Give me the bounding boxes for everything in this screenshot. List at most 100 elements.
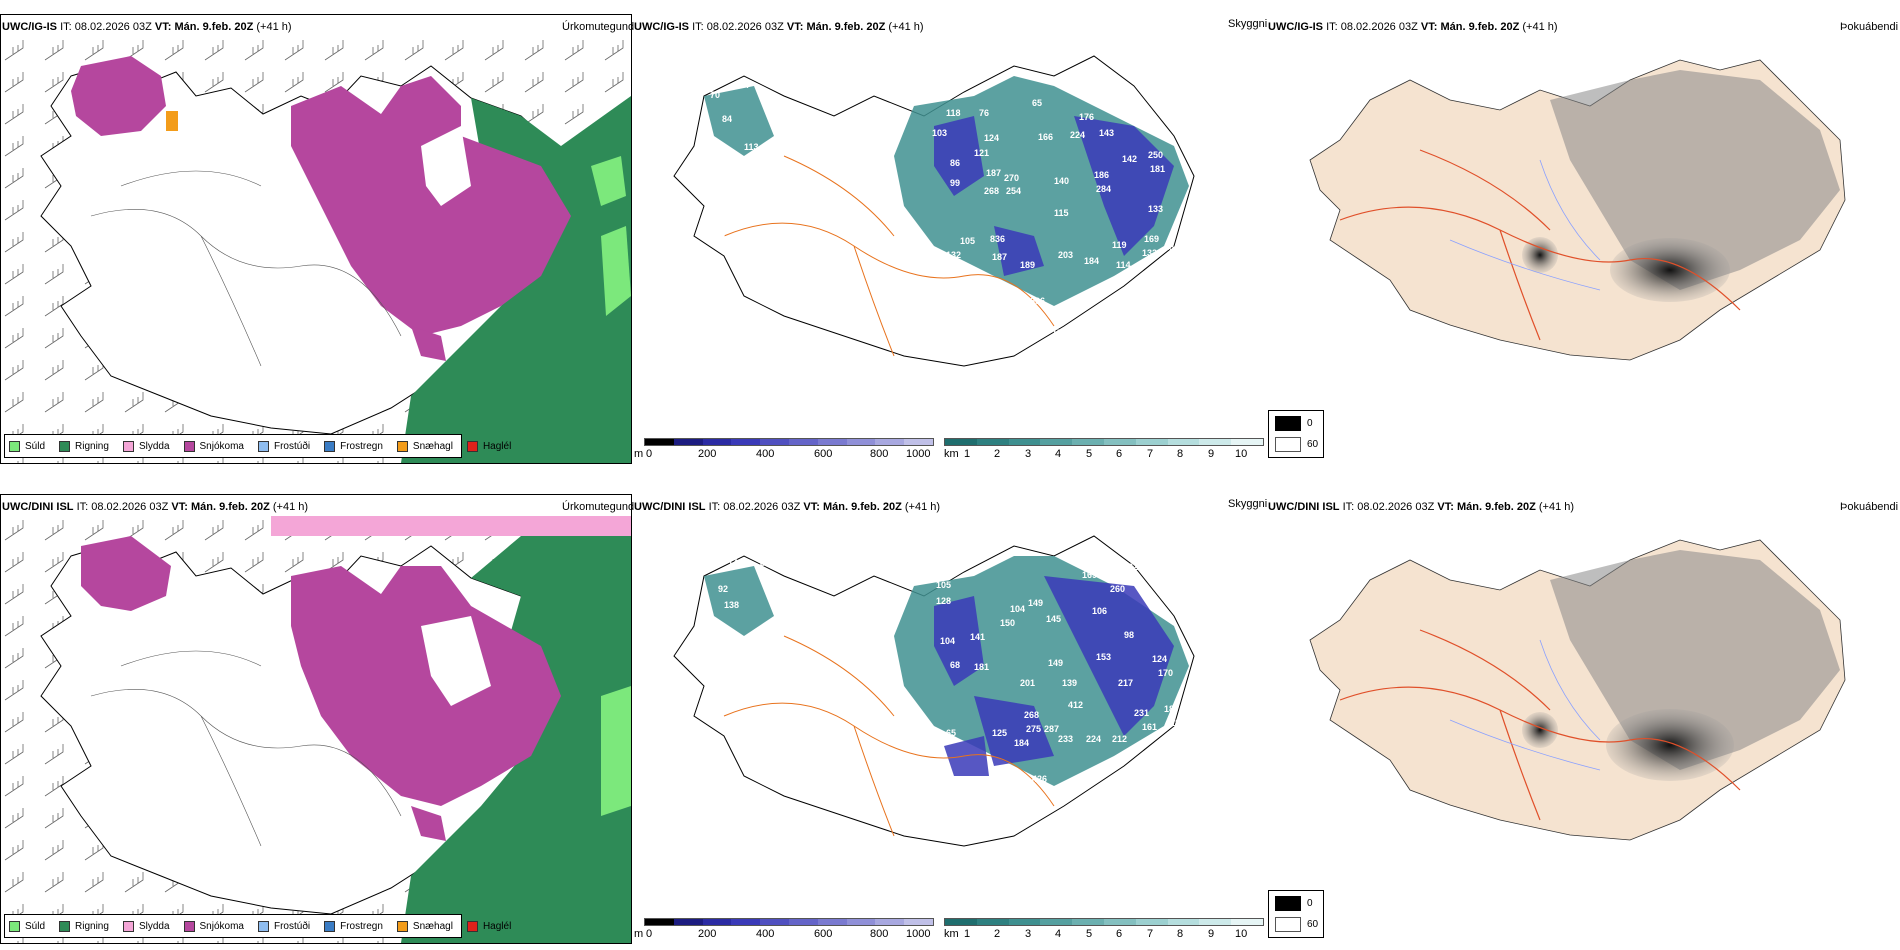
svg-text:80: 80: [769, 80, 779, 90]
svg-text:150: 150: [1000, 618, 1015, 628]
svg-text:412: 412: [1068, 700, 1083, 710]
fog-title-bottom: UWC/DINI ISL IT: 08.02.2026 03Z VT: Mán.…: [1268, 501, 1575, 513]
svg-text:186: 186: [1094, 170, 1109, 180]
vis-area-west: [704, 86, 774, 156]
svg-text:115: 115: [1054, 208, 1069, 218]
svg-text:65: 65: [1032, 98, 1042, 108]
legend-item: Súld: [9, 440, 45, 452]
svg-text:169: 169: [1082, 570, 1097, 580]
legend-item: Rigning: [59, 440, 109, 452]
cloud-map-top: 184 80 70 84 113 118 76 65 204 224 176 1…: [673, 55, 1206, 367]
ceiling-colorbar-top: m 0 200 400 600 800 1000: [634, 438, 934, 460]
svg-text:133: 133: [1148, 204, 1163, 214]
svg-text:132: 132: [1142, 248, 1157, 258]
svg-text:170: 170: [1158, 668, 1173, 678]
ceiling-area: [934, 116, 1174, 276]
svg-text:104: 104: [1010, 604, 1025, 614]
svg-text:92: 92: [718, 584, 728, 594]
svg-text:140: 140: [1054, 176, 1069, 186]
svg-text:181: 181: [974, 662, 989, 672]
svg-text:106: 106: [1092, 606, 1107, 616]
svg-text:157: 157: [1052, 328, 1067, 338]
svg-text:270: 270: [1004, 173, 1019, 183]
svg-text:119: 119: [1112, 240, 1127, 250]
precip-title-bottom: UWC/DINI ISL IT: 08.02.2026 03Z VT: Mán.…: [2, 501, 309, 513]
svg-text:169: 169: [1144, 234, 1159, 244]
svg-text:124: 124: [984, 133, 999, 143]
svg-text:80: 80: [760, 558, 770, 568]
precip-map-bottom: [1, 516, 631, 943]
ceiling-colorbar-bottom: m 0 200 400 600 800 1000: [634, 918, 934, 940]
drizzle-area: [601, 226, 631, 316]
svg-text:184: 184: [1014, 738, 1029, 748]
svg-text:84: 84: [722, 114, 732, 124]
svg-text:287: 287: [1044, 724, 1059, 734]
svg-text:268: 268: [984, 186, 999, 196]
svg-text:114: 114: [1116, 260, 1131, 270]
svg-text:284: 284: [1096, 184, 1111, 194]
svg-text:161: 161: [1142, 722, 1157, 732]
cloud-panel-label-bottom: Skyggni: [1228, 498, 1268, 510]
svg-text:138: 138: [724, 600, 739, 610]
legend-item: Frostregn: [324, 440, 383, 452]
precip-map-top: [1, 36, 631, 463]
legend-item: Slydda: [122, 440, 170, 452]
svg-text:186: 186: [1170, 718, 1185, 728]
svg-text:187: 187: [992, 252, 1007, 262]
snow-gap: [421, 126, 471, 206]
legend-item: Súld: [9, 920, 45, 932]
svg-text:222: 222: [1128, 562, 1143, 572]
vis-labels-bottom: 144 80 92 138 105 128 104 68 141 181 150…: [718, 558, 1209, 784]
legend-item: Haglél: [466, 440, 511, 452]
legend-item: Haglél: [466, 920, 511, 932]
svg-text:254: 254: [1006, 186, 1021, 196]
precip-legend-bottom: Súld Rigning Slydda Snjókoma Frostúði Fr…: [4, 914, 511, 938]
legend-item: Frostregn: [324, 920, 383, 932]
fog-legend-bottom: 0 60: [1268, 890, 1324, 938]
svg-text:260: 260: [1110, 584, 1125, 594]
svg-text:203: 203: [1058, 250, 1073, 260]
svg-text:86: 86: [950, 158, 960, 168]
svg-text:105: 105: [936, 580, 951, 590]
snow-south: [411, 326, 446, 361]
precip-panel-label-bottom: Úrkomutegund: [562, 501, 635, 513]
svg-text:226: 226: [710, 230, 725, 240]
legend-item: Rigning: [59, 920, 109, 932]
svg-text:184: 184: [734, 80, 749, 90]
fog-title-top: UWC/IG-IS IT: 08.02.2026 03Z VT: Mán. 9.…: [1268, 21, 1558, 33]
svg-text:153: 153: [1096, 652, 1111, 662]
svg-text:76: 76: [979, 108, 989, 118]
fog-panel-label-top: Þokuábendi: [1840, 21, 1899, 33]
svg-text:187: 187: [1164, 704, 1179, 714]
svg-text:696: 696: [1030, 296, 1045, 306]
fog-map-top: [1309, 59, 1846, 361]
svg-text:149: 149: [1028, 598, 1043, 608]
fog-panel-label-bottom: Þokuábendi: [1840, 501, 1899, 513]
svg-text:143: 143: [1099, 128, 1114, 138]
svg-text:145: 145: [1046, 614, 1061, 624]
legend-item: Frostúði: [257, 440, 310, 452]
svg-text:250: 250: [1148, 150, 1163, 160]
svg-text:308: 308: [1140, 752, 1155, 762]
drizzle-area-2: [591, 156, 626, 206]
svg-text:268: 268: [1024, 710, 1039, 720]
snow-north-east: [291, 76, 571, 336]
cloud-map-bottom: 144 80 92 138 105 128 104 68 141 181 150…: [673, 535, 1209, 847]
vis-colorbar-bottom: km 1 2 3 4 5 6 7 8 9 10: [944, 918, 1264, 940]
svg-text:212: 212: [1112, 734, 1127, 744]
rain-area: [401, 96, 631, 463]
cloud-title-bottom: UWC/DINI ISL IT: 08.02.2026 03Z VT: Mán.…: [634, 501, 941, 513]
svg-text:99: 99: [950, 178, 960, 188]
svg-text:69: 69: [1196, 202, 1206, 212]
svg-text:96: 96: [894, 720, 904, 730]
cloud-panel-label-top: Skyggni: [1228, 18, 1268, 30]
svg-text:184: 184: [1084, 256, 1099, 266]
svg-text:275: 275: [1026, 724, 1041, 734]
svg-text:181: 181: [1150, 164, 1165, 174]
precip-title-top: UWC/IG-IS IT: 08.02.2026 03Z VT: Mán. 9.…: [2, 21, 292, 33]
svg-text:98: 98: [1124, 630, 1134, 640]
svg-text:106: 106: [1194, 660, 1209, 670]
svg-text:86: 86: [1138, 284, 1148, 294]
svg-text:201: 201: [1020, 678, 1035, 688]
snow-west: [71, 56, 166, 136]
